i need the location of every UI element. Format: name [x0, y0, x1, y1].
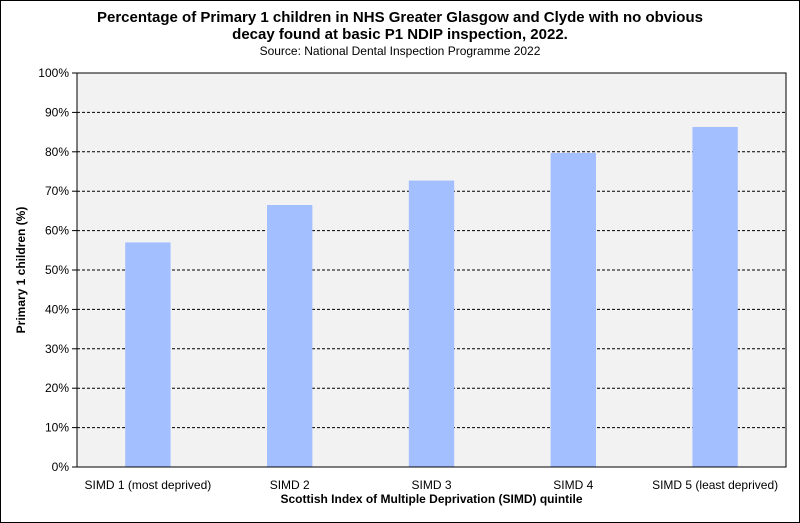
y-tick-labels: 0% 10% 20% 30% 40% 50% 60% 70% 80% 90% 100%: [38, 66, 69, 474]
y-tick-label: 50%: [45, 263, 69, 277]
y-tick-label: 20%: [45, 381, 69, 395]
chart-title-line-1: Percentage of Primary 1 children in NHS …: [97, 9, 703, 26]
y-tick-label: 90%: [45, 105, 69, 119]
x-tick-label: SIMD 2: [270, 478, 310, 492]
axes: [76, 73, 786, 468]
bar: [408, 180, 455, 467]
x-tick-label: SIMD 4: [553, 478, 593, 492]
y-tick-label: 40%: [45, 302, 69, 316]
chart-title-line-2: decay found at basic P1 NDIP inspection,…: [232, 26, 568, 43]
y-axis-title: Primary 1 children (%): [14, 207, 28, 334]
y-tick-label: 0%: [52, 460, 70, 474]
gridlines: [72, 72, 786, 468]
x-tick-labels: SIMD 1 (most deprived) SIMD 2 SIMD 3 SIMD 4…: [85, 478, 779, 492]
bar: [267, 204, 313, 468]
y-tick-label: 100%: [38, 66, 69, 80]
y-tick-label: 80%: [45, 145, 69, 159]
y-tick-label: 70%: [45, 184, 69, 198]
bars: [125, 126, 738, 468]
bar: [550, 152, 596, 467]
x-tick-label: SIMD 3: [411, 478, 451, 492]
bar: [692, 126, 738, 467]
y-tick-label: 60%: [45, 224, 69, 238]
x-axis-title: Scottish Index of Multiple Deprivation (…: [280, 492, 582, 506]
bar: [125, 242, 171, 467]
y-tick-label: 30%: [45, 342, 69, 356]
chart-subtitle: Source: National Dental Inspection Progr…: [259, 44, 541, 58]
x-tick-label: SIMD 1 (most deprived): [85, 478, 212, 492]
y-tick-label: 10%: [45, 421, 69, 435]
x-tick-label: SIMD 5 (least deprived): [652, 478, 778, 492]
